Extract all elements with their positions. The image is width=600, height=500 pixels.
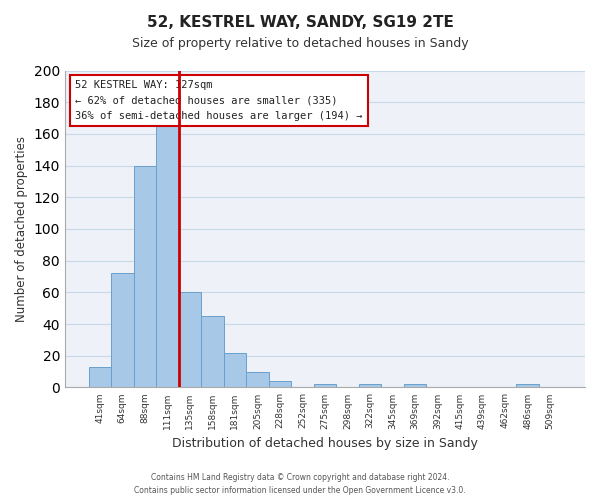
Bar	[224, 352, 246, 388]
Bar	[134, 166, 156, 388]
Text: Contains HM Land Registry data © Crown copyright and database right 2024.
Contai: Contains HM Land Registry data © Crown c…	[134, 474, 466, 495]
Bar	[201, 316, 224, 388]
Bar	[314, 384, 336, 388]
Bar	[111, 274, 134, 388]
Bar	[359, 384, 381, 388]
Bar	[179, 292, 201, 388]
Bar	[517, 384, 539, 388]
Text: 52, KESTREL WAY, SANDY, SG19 2TE: 52, KESTREL WAY, SANDY, SG19 2TE	[146, 15, 454, 30]
Bar	[89, 367, 111, 388]
Bar	[246, 372, 269, 388]
Bar	[269, 381, 291, 388]
Bar	[156, 126, 179, 388]
Bar	[404, 384, 426, 388]
X-axis label: Distribution of detached houses by size in Sandy: Distribution of detached houses by size …	[172, 437, 478, 450]
Text: Size of property relative to detached houses in Sandy: Size of property relative to detached ho…	[131, 38, 469, 51]
Y-axis label: Number of detached properties: Number of detached properties	[15, 136, 28, 322]
Text: 52 KESTREL WAY: 127sqm
← 62% of detached houses are smaller (335)
36% of semi-de: 52 KESTREL WAY: 127sqm ← 62% of detached…	[76, 80, 363, 121]
